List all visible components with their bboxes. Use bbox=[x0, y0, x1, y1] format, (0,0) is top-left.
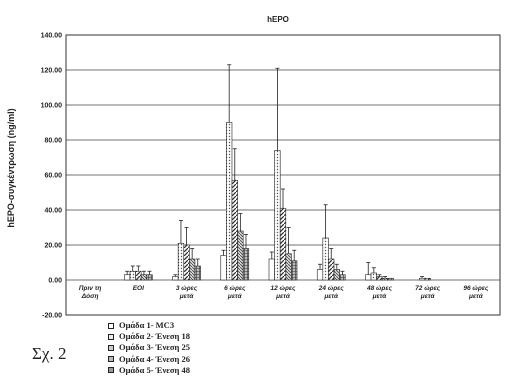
y-tick-label: 40.00 bbox=[44, 208, 62, 215]
bar bbox=[376, 276, 383, 281]
bar bbox=[291, 260, 298, 281]
y-tick-label: 140.00 bbox=[41, 33, 63, 40]
bar bbox=[279, 207, 287, 281]
bar bbox=[189, 258, 196, 281]
bar bbox=[285, 253, 292, 281]
bar bbox=[339, 274, 346, 281]
y-tick-label: -20.00 bbox=[42, 313, 62, 320]
legend-label: Ομάδα 3- Ένεση 25 bbox=[119, 342, 190, 353]
y-tick-label: 80.00 bbox=[44, 138, 62, 145]
x-tick-label: 24 ώρες bbox=[318, 285, 345, 292]
bar bbox=[146, 274, 153, 281]
bar bbox=[387, 277, 394, 281]
bar bbox=[333, 269, 340, 281]
legend-item: Ομάδα 2- Ένεση 18 bbox=[108, 331, 190, 342]
plot-frame bbox=[65, 34, 501, 316]
x-tick-label: μετά bbox=[179, 293, 195, 300]
bar bbox=[370, 272, 377, 281]
legend-swatch bbox=[108, 356, 114, 363]
bar bbox=[124, 274, 131, 281]
y-axis-ticks: -20.00 0.00 20.00 40.00 60.00 80.00 100.00 120.… bbox=[41, 33, 63, 320]
figure-caption: Σχ. 2 bbox=[32, 344, 67, 363]
legend-label: Ομάδα 1- MC3 bbox=[119, 320, 175, 330]
x-tick-label: 96 ώρες bbox=[463, 285, 489, 292]
bar bbox=[231, 179, 238, 281]
legend-swatch bbox=[108, 322, 114, 329]
legend-label: Ομάδα 5- Ένεση 48 bbox=[119, 364, 190, 375]
bar bbox=[172, 276, 179, 281]
x-tick-label: 48 ώρες bbox=[366, 285, 393, 292]
bar bbox=[237, 230, 244, 281]
bar bbox=[316, 269, 324, 281]
y-axis-label: hEPO-συγκέντρωση (ng/ml) bbox=[6, 108, 16, 227]
x-tick-label: EOI bbox=[133, 285, 144, 292]
bar bbox=[194, 265, 201, 281]
y-tick-label: 0.00 bbox=[48, 278, 62, 285]
x-tick-label: 12 ώρες bbox=[271, 285, 297, 292]
y-tick-label: 120.00 bbox=[41, 68, 63, 75]
x-tick-label: 3 ώρες bbox=[176, 285, 198, 292]
bar bbox=[140, 274, 148, 281]
x-tick-label: Πριν τη bbox=[79, 285, 101, 292]
legend-item: Ομάδα 1- MC3 bbox=[108, 320, 190, 331]
bar bbox=[274, 150, 281, 281]
y-tick-label: 100.00 bbox=[41, 103, 63, 110]
chart-title: hEPO bbox=[267, 15, 289, 24]
legend-item: Ομάδα 5- Ένεση 48 bbox=[108, 365, 190, 376]
x-tick-label: μετά bbox=[275, 293, 291, 300]
legend-item: Ομάδα 4- Ένεση 26 bbox=[108, 354, 190, 365]
bar bbox=[135, 270, 142, 281]
bar bbox=[268, 258, 275, 281]
bar bbox=[242, 248, 250, 281]
legend-item: Ομάδα 3- Ένεση 25 bbox=[108, 342, 190, 353]
bar bbox=[322, 237, 329, 281]
legend-swatch bbox=[108, 333, 114, 340]
bar bbox=[183, 244, 190, 281]
bar bbox=[381, 277, 389, 281]
x-tick-label: 6 ώρες bbox=[224, 285, 246, 292]
bar bbox=[328, 258, 335, 281]
x-tick-label: μετά bbox=[323, 293, 339, 300]
bar bbox=[226, 122, 233, 281]
x-tick-label: μετά bbox=[468, 293, 484, 300]
x-tick-label: Δόση bbox=[81, 293, 99, 300]
legend-swatch bbox=[108, 367, 114, 374]
legend-swatch bbox=[108, 345, 114, 351]
bars bbox=[124, 122, 431, 281]
legend-label: Ομάδα 4- Ένεση 26 bbox=[119, 353, 190, 364]
bar bbox=[418, 277, 426, 281]
bar bbox=[177, 242, 185, 281]
x-tick-label: μετά bbox=[372, 293, 388, 300]
y-tick-label: 60.00 bbox=[44, 173, 62, 180]
bar bbox=[424, 277, 431, 281]
bar bbox=[220, 255, 227, 281]
x-tick-label: 72 ώρες bbox=[415, 285, 441, 292]
y-tick-label: 20.00 bbox=[44, 243, 62, 250]
legend: Ομάδα 1- MC3 Ομάδα 2- Ένεση 18 Ομάδα 3- Έν… bbox=[108, 320, 190, 376]
legend-label: Ομάδα 2- Ένεση 18 bbox=[119, 331, 190, 342]
bar bbox=[129, 270, 136, 281]
x-tick-label: μετά bbox=[420, 293, 436, 300]
error-bars bbox=[125, 64, 425, 279]
bar bbox=[365, 274, 372, 281]
x-tick-label: μετά bbox=[227, 293, 243, 300]
